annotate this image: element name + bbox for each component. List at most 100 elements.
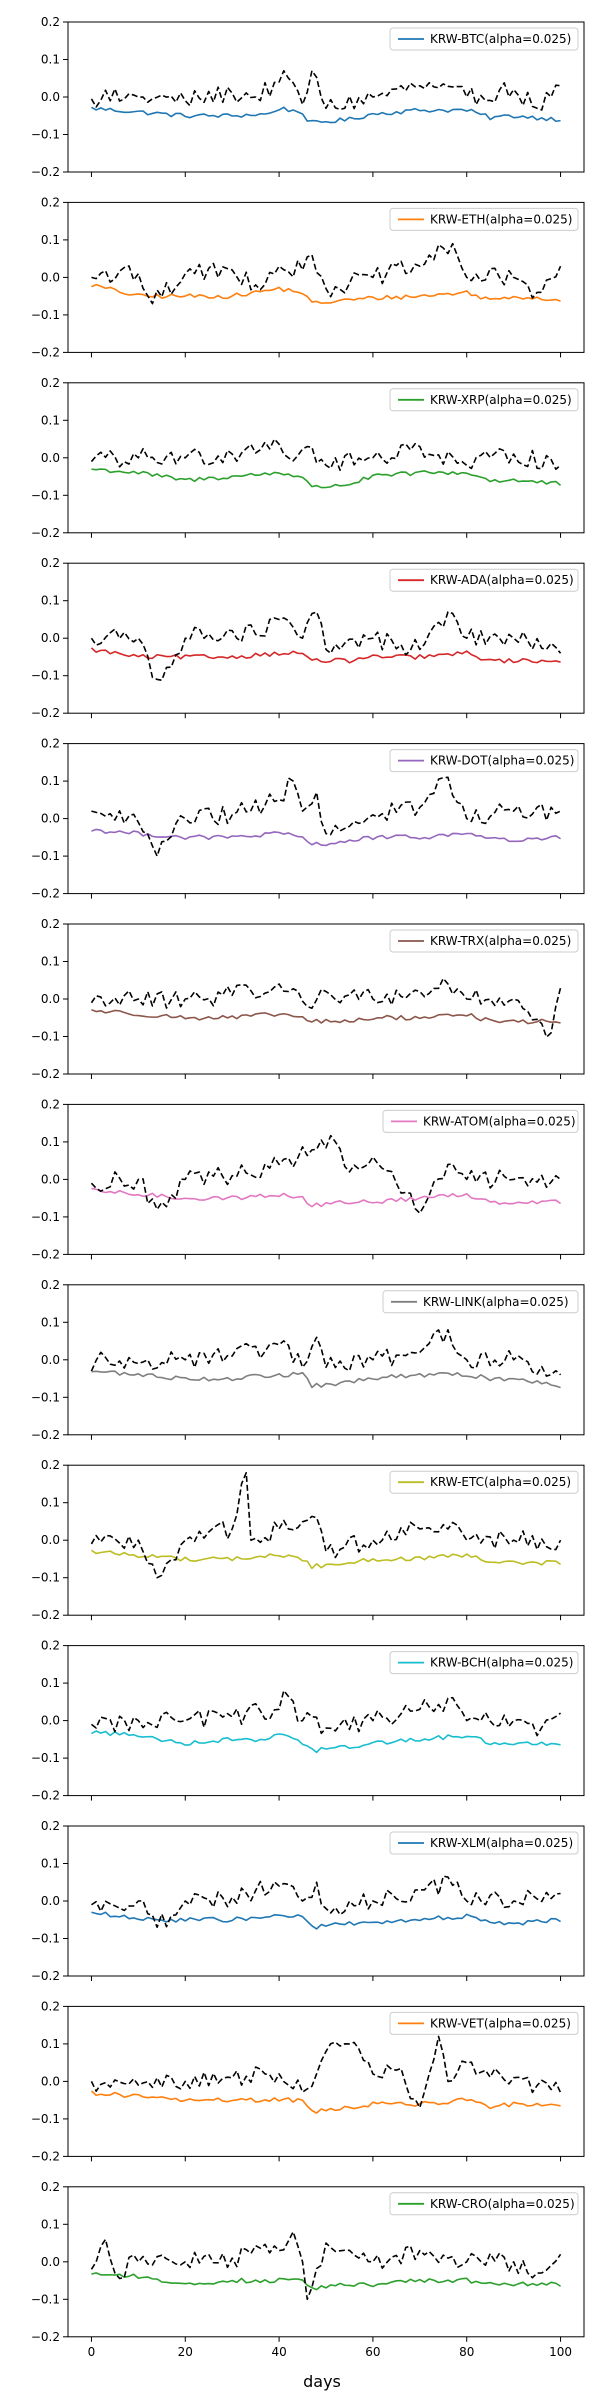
y-tick-label: 0.2: [41, 737, 60, 751]
y-tick-label: −0.2: [31, 706, 60, 720]
legend-label: KRW-ATOM(alpha=0.025): [423, 1114, 576, 1128]
subplot-krw-dot: −0.2 −0.1 0.0 0.1 0.2 KRW-DOT(alpha=0.025): [31, 737, 585, 901]
var-line: [91, 468, 562, 489]
return-line: [91, 242, 562, 305]
y-tick-label: 0.0: [41, 1894, 60, 1908]
return-line: [90, 1134, 562, 1214]
var-line: [90, 647, 561, 664]
x-tick-label: 100: [549, 2345, 572, 2359]
y-tick-label: 0.1: [41, 1135, 60, 1149]
subplot-krw-xlm: −0.2 −0.1 0.0 0.1 0.2 KRW-XLM(alpha=0.025): [31, 1819, 585, 1983]
y-tick-label: −0.2: [31, 165, 60, 179]
y-tick-label: −0.1: [31, 849, 60, 863]
return-line: [90, 2231, 562, 2301]
legend-label: KRW-ETC(alpha=0.025): [430, 1475, 571, 1489]
y-tick-label: 0.0: [41, 1533, 60, 1547]
y-tick-label: 0.2: [41, 1639, 60, 1653]
legend: KRW-DOT(alpha=0.025): [389, 749, 579, 773]
legend: KRW-XLM(alpha=0.025): [389, 1831, 579, 1855]
x-tick-label: 80: [459, 2345, 474, 2359]
y-tick-label: −0.1: [31, 308, 60, 322]
y-tick-label: 0.2: [41, 556, 60, 570]
var-line: [91, 828, 561, 847]
return-line: [90, 438, 562, 472]
y-tick-label: 0.0: [41, 1172, 60, 1186]
subplot-krw-atom: −0.2 −0.1 0.0 0.1 0.2 KRW-ATOM(alpha=0.025): [31, 1097, 585, 1261]
legend-box: [389, 2192, 579, 2216]
legend-box: [389, 207, 579, 231]
var-line: [91, 106, 561, 124]
subplot-krw-ada: −0.2 −0.1 0.0 0.1 0.2 KRW-ADA(alpha=0.025): [31, 556, 585, 720]
subplot-krw-link: −0.2 −0.1 0.0 0.1 0.2 KRW-LINK(alpha=0.025): [31, 1278, 585, 1442]
legend: KRW-ETH(alpha=0.025): [389, 207, 579, 231]
legend-label: KRW-DOT(alpha=0.025): [430, 754, 574, 768]
y-tick-label: −0.1: [31, 128, 60, 142]
y-tick-label: 0.0: [41, 270, 60, 284]
y-tick-label: 0.1: [41, 233, 60, 247]
var-line: [91, 1549, 561, 1570]
y-tick-label: 0.1: [41, 2037, 60, 2051]
legend: KRW-LINK(alpha=0.025): [382, 1290, 579, 1314]
legend-box: [382, 1109, 579, 1133]
x-tick-label: 40: [271, 2345, 286, 2359]
subplot-krw-xrp: −0.2 −0.1 0.0 0.1 0.2 KRW-XRP(alpha=0.025): [31, 376, 585, 540]
x-tick-label: 0: [88, 2345, 96, 2359]
subplot-krw-etc: −0.2 −0.1 0.0 0.1 0.2 KRW-ETC(alpha=0.025): [31, 1458, 585, 1622]
y-tick-label: −0.2: [31, 1969, 60, 1983]
subplot-krw-trx: −0.2 −0.1 0.0 0.1 0.2 KRW-TRX(alpha=0.025): [31, 917, 585, 1081]
legend-box: [389, 1470, 579, 1494]
var-line: [91, 2272, 561, 2291]
y-tick-label: −0.2: [31, 526, 60, 540]
legend: KRW-CRO(alpha=0.025): [389, 2192, 579, 2216]
y-tick-label: 0.2: [41, 2180, 60, 2194]
legend-label: KRW-BCH(alpha=0.025): [430, 1656, 573, 1670]
y-tick-label: −0.2: [31, 2330, 60, 2344]
y-tick-label: 0.2: [41, 376, 60, 390]
legend-label: KRW-LINK(alpha=0.025): [423, 1295, 569, 1309]
var-line: [90, 2090, 561, 2114]
return-line: [90, 1689, 562, 1737]
return-line: [90, 611, 562, 682]
y-tick-label: 0.1: [41, 1857, 60, 1871]
var-line: [91, 1730, 561, 1754]
y-tick-label: 0.2: [41, 1097, 60, 1111]
y-tick-label: −0.1: [31, 1932, 60, 1946]
y-tick-label: 0.1: [41, 594, 60, 608]
legend-label: KRW-ADA(alpha=0.025): [430, 573, 574, 587]
y-tick-label: 0.1: [41, 955, 60, 969]
return-line: [90, 1329, 562, 1377]
y-tick-label: 0.0: [41, 2074, 60, 2088]
legend: KRW-ETC(alpha=0.025): [389, 1470, 579, 1494]
subplot-krw-cro: −0.2 −0.1 0.0 0.1 0.2 0 20 40 60 80 100 KRW-CRO(alp…: [31, 2180, 585, 2359]
y-tick-label: −0.1: [31, 1030, 60, 1044]
return-line: [90, 69, 561, 111]
return-line: [91, 1875, 561, 1929]
x-tick-label: 60: [365, 2345, 380, 2359]
y-tick-label: −0.1: [31, 1210, 60, 1224]
y-tick-label: 0.0: [41, 2255, 60, 2269]
legend-label: KRW-VET(alpha=0.025): [430, 2016, 571, 2030]
subplot-krw-eth: −0.2 −0.1 0.0 0.1 0.2 KRW-ETH(alpha=0.025): [31, 195, 585, 359]
y-tick-label: 0.1: [41, 774, 60, 788]
y-tick-label: 0.0: [41, 992, 60, 1006]
y-tick-label: −0.1: [31, 1571, 60, 1585]
legend: KRW-XRP(alpha=0.025): [389, 388, 579, 412]
y-tick-label: −0.2: [31, 1428, 60, 1442]
return-line: [90, 2035, 562, 2109]
legend-label: KRW-BTC(alpha=0.025): [430, 32, 571, 46]
legend-box: [389, 929, 579, 953]
subplot-krw-vet: −0.2 −0.1 0.0 0.1 0.2 KRW-VET(alpha=0.025): [31, 1999, 585, 2163]
y-tick-label: 0.0: [41, 631, 60, 645]
legend-label: KRW-ETH(alpha=0.025): [430, 212, 572, 226]
y-tick-label: −0.2: [31, 345, 60, 359]
y-tick-label: 0.0: [41, 451, 60, 465]
y-tick-label: 0.1: [41, 53, 60, 67]
var-line: [91, 1370, 561, 1389]
legend-label: KRW-XRP(alpha=0.025): [430, 393, 572, 407]
y-tick-label: −0.2: [31, 1067, 60, 1081]
y-tick-label: 0.0: [41, 1714, 60, 1728]
subplot-krw-bch: −0.2 −0.1 0.0 0.1 0.2 KRW-BCH(alpha=0.025): [31, 1639, 585, 1803]
legend-label: KRW-XLM(alpha=0.025): [430, 1836, 573, 1850]
legend-box: [389, 2011, 579, 2035]
